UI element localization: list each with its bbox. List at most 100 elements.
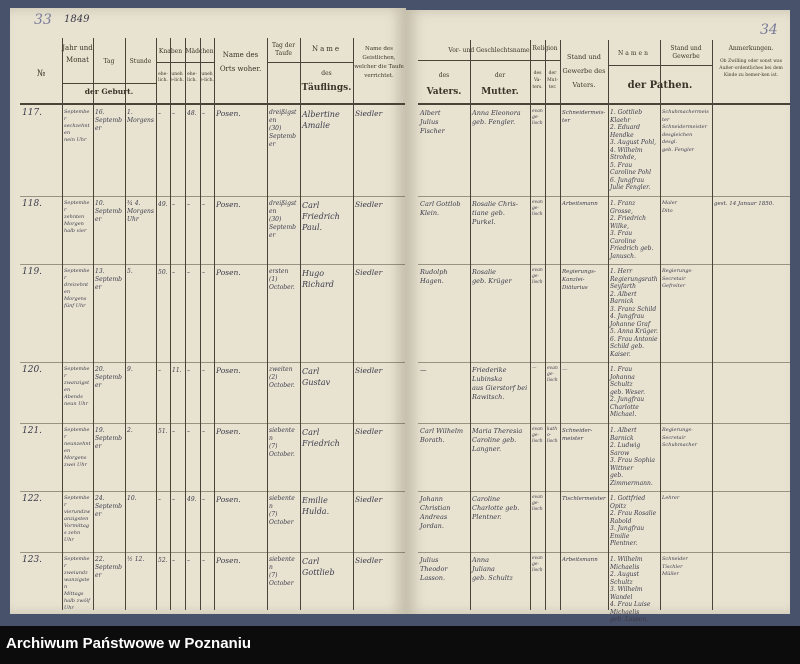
entry-number: 121.	[22, 426, 43, 436]
column-divider	[353, 38, 354, 610]
header-remarks-note: Ob Zwilling oder sonst was Außer-ordentl…	[719, 59, 783, 78]
row-divider	[20, 552, 405, 553]
row-divider	[20, 264, 405, 265]
birth-place: Posen.	[216, 495, 241, 504]
boys-legitimate: 52.	[158, 557, 168, 564]
column-divider	[93, 38, 94, 610]
religion-father: evange- lisch	[532, 495, 543, 512]
birth-hour: 1. Morgens	[127, 109, 154, 124]
birth-hour: ½ 12.	[127, 556, 145, 563]
column-divider	[170, 38, 171, 610]
column-divider	[156, 38, 157, 610]
boys-legitimate: –	[158, 367, 161, 374]
column-divider	[470, 40, 471, 610]
godparents: 1. Franz Grosse, 2. Friedrich Wilke, 3. …	[610, 200, 654, 260]
column-divider	[214, 38, 215, 610]
header-mother: Mutter.	[481, 87, 519, 97]
baptism-date: zweiten (2) October.	[269, 366, 295, 389]
entry-number: 120.	[22, 365, 43, 375]
religion-father: evange- lisch	[532, 556, 543, 573]
birth-month: September zehnten Morgen halb vier	[64, 200, 90, 234]
birth-hour: 10.	[127, 495, 137, 502]
header-day: Tag	[103, 58, 115, 65]
boys-legitimate: 49.	[158, 201, 168, 208]
boys-illegitimate: –	[172, 496, 175, 503]
archive-footer-bar: Archiwum Państwowe w Poznaniu	[0, 626, 800, 664]
godparents-occupation: Schneider Tischler Müller	[662, 556, 688, 577]
child-name: Albertine Amalie	[302, 110, 340, 130]
mother-name: Caroline Charlotte geb. Plentner.	[472, 495, 520, 521]
row-divider	[20, 423, 405, 424]
register-year: 1849	[64, 14, 90, 25]
birth-day: 20. September	[95, 366, 122, 389]
header-clergy: Name des Geistlichen, welcher die Taufe …	[354, 46, 404, 79]
religion-father: evange- lisch	[532, 268, 543, 285]
row-divider	[418, 491, 790, 492]
girls-illegitimate: –	[202, 496, 205, 503]
father-occupation: Arbeitsmann	[562, 557, 598, 563]
religion-father: evange- lisch	[532, 427, 543, 444]
godparents-occupation: Schuhmachermeister Schneidermeister desg…	[662, 109, 709, 153]
header-godparent-names: Namen	[618, 50, 650, 57]
boys-illegitimate: –	[172, 110, 175, 117]
column-divider	[200, 38, 201, 610]
column-divider	[545, 40, 546, 610]
religion-mother: evange- lisch	[547, 366, 558, 383]
boys-illegitimate: 11.	[172, 367, 182, 374]
birth-month: September dreizehnten Morgens fünf Uhr	[64, 268, 90, 309]
father-name: —	[420, 366, 427, 374]
row-divider	[418, 552, 790, 553]
baptism-date: siebenten (7) October.	[269, 427, 295, 458]
birth-hour: ¾ 4. Morgens Uhr	[127, 200, 154, 223]
column-divider	[267, 38, 268, 610]
boys-legitimate: –	[158, 496, 161, 503]
clergyman: Siedler	[355, 200, 383, 209]
mother-name: Anna Juliana geb. Schultz	[472, 556, 513, 582]
header-legitimacy: ehe-lich.	[187, 72, 197, 83]
birth-month: September zwanzigsten Abends neun Uhr	[64, 366, 90, 407]
child-name: Emilie Hulda.	[302, 496, 330, 516]
child-name: Carl Friedrich	[302, 428, 340, 448]
right-page-number: 34	[760, 22, 778, 38]
boys-illegitimate: –	[172, 201, 175, 208]
header-religion-father: des Va-ters.	[532, 71, 543, 90]
baptism-date: dreißigsten (30) September	[269, 200, 297, 239]
birth-month: September vierundzwanzigsten Vormittags …	[64, 495, 91, 543]
godparents: 1. Herr Regierungsrath Seyfarth 2. Alber…	[610, 268, 658, 358]
header-rule	[20, 103, 405, 105]
religion-mother: katho- lisch	[547, 427, 558, 444]
boys-legitimate: –	[158, 110, 161, 117]
left-page	[10, 8, 406, 614]
girls-legitimate: –	[187, 367, 190, 374]
girls-legitimate: –	[187, 557, 190, 564]
father-occupation: Schneidermeis- ter	[562, 110, 606, 124]
column-divider	[185, 38, 186, 610]
header-remarks: Anmerkungen.	[728, 45, 774, 52]
father-name: Johann Christian Andreas Jordan.	[420, 495, 451, 530]
godparents: 1. Frau Johanna Schultz geb. Weser. 2. J…	[610, 366, 646, 418]
header-des: des	[438, 72, 450, 79]
father-name: Rudolph Hagen.	[420, 268, 448, 285]
header-religion-mother: der Mut-ter.	[547, 71, 558, 90]
baptism-date: dreißigsten (30) September	[269, 109, 297, 148]
birth-hour: 2.	[127, 427, 133, 434]
clergyman: Siedler	[355, 495, 383, 504]
header-subrule	[418, 60, 560, 61]
column-divider	[560, 40, 561, 610]
child-name: Carl Gottlieb	[302, 557, 335, 577]
birth-day: 13. September	[95, 268, 122, 291]
clergyman: Siedler	[355, 366, 383, 375]
girls-legitimate: 48.	[187, 110, 197, 117]
birth-hour: 5.	[127, 268, 133, 275]
column-divider	[608, 40, 609, 610]
column-divider	[125, 38, 126, 610]
mother-name: Anna Eleonora geb. Fengler.	[472, 109, 521, 126]
column-divider	[660, 40, 661, 610]
header-names: Vor- und Geschlechtsname	[448, 47, 530, 54]
header-name: Name	[311, 45, 342, 53]
birth-month: September zweiundzwanzigsten Mittags hal…	[64, 556, 90, 611]
child-name: Carl Friedrich Paul.	[302, 201, 340, 232]
header-year-month: Jahr und Monat	[62, 44, 93, 64]
religion-father: —	[532, 366, 537, 371]
header-legitimacy: unehe-lich.	[170, 72, 184, 83]
